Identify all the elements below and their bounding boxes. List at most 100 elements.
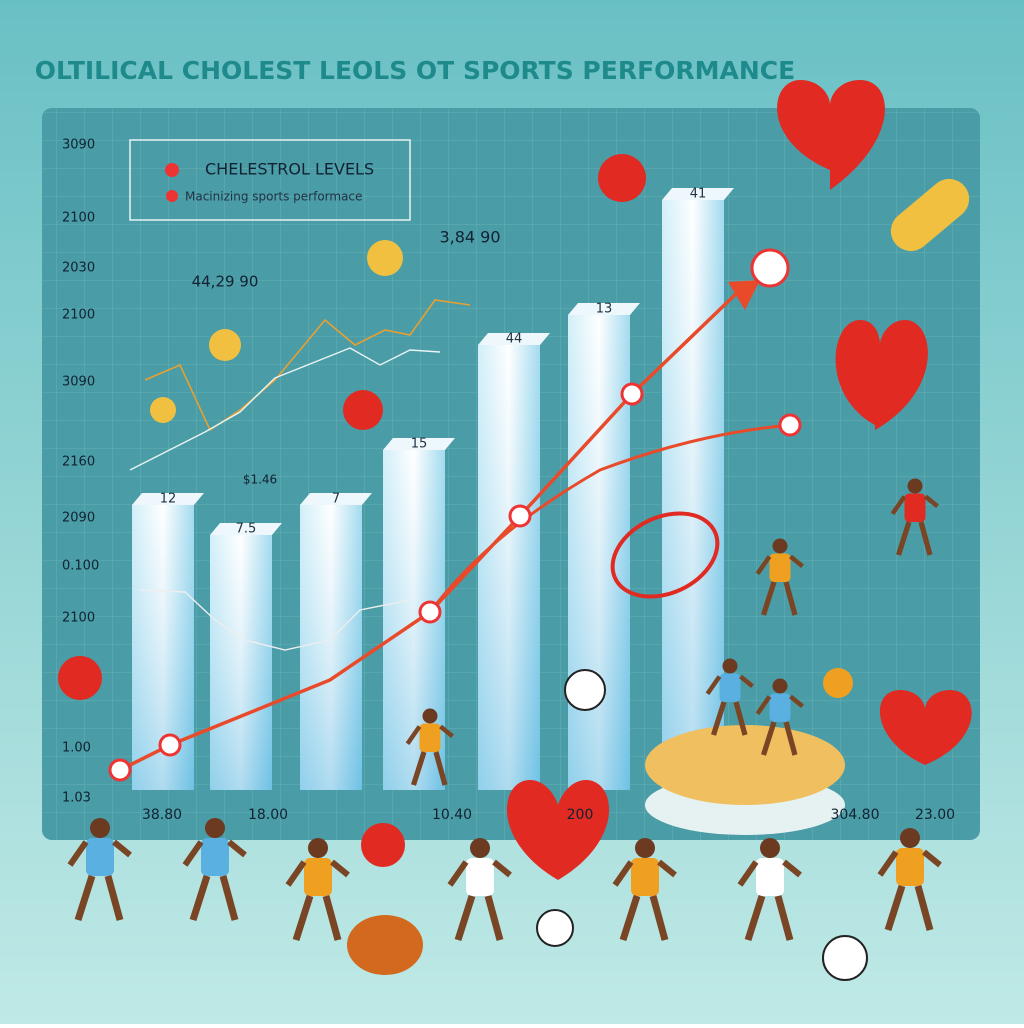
athlete-legs [895,521,933,556]
icon [209,329,241,361]
ball [823,668,853,698]
y-axis-label: 2160 [62,455,95,470]
y-axis-label: 0.100 [62,559,99,574]
athlete-head [772,678,788,694]
title: OLTILICAL CHOLEST LEOLS OT SPORTS PERFOR… [35,56,795,85]
bar-label: 12 [160,492,177,507]
athlete-arms [447,859,512,887]
athlete-arms [405,724,454,746]
athlete-legs [760,581,798,616]
y-axis-label: 3090 [62,138,95,153]
annotation: $1.46 [243,473,277,487]
y-axis-label: 2090 [62,511,95,526]
athlete-head [470,838,490,858]
athlete-body [419,723,441,752]
athlete-head [900,828,920,848]
athlete-legs [760,721,798,756]
bar-label: 41 [690,187,707,202]
orange-line [144,299,471,432]
bar-top [210,523,282,535]
soccer-ball [822,935,868,981]
athlete-body [769,693,791,722]
annotation: 3,84 90 [439,228,500,247]
athlete-head [722,658,738,674]
racket [610,511,720,599]
y-axis-label: 3090 [62,375,95,390]
ball [361,823,405,867]
y-axis-label: 2100 [62,611,95,626]
athlete-body [769,553,791,582]
heart [777,80,885,190]
lines [108,248,802,782]
athlete-arms [890,494,939,516]
heart [506,780,610,880]
bar-top [300,493,372,505]
heart [879,690,972,765]
athlete-body [466,858,494,896]
athlete-head [772,538,788,554]
athlete-legs [744,894,794,942]
x-axis-label: 23.00 [915,807,955,823]
bar-label: 44 [506,332,523,347]
bar-label: 15 [411,437,428,452]
athlete-head [422,708,438,724]
legend-label: Macinizing sports performace [185,190,362,204]
athlete-arms [705,674,754,696]
bar-shade [568,315,630,790]
ball [58,656,102,700]
soccer-ball [564,669,606,711]
athlete-arms [612,859,677,887]
bar-top [132,493,204,505]
bar-top [568,303,640,315]
x-axis-label: 304.80 [831,807,880,823]
bar-label: 7.5 [236,522,257,537]
bar-label: 7 [332,492,340,507]
y-axis-label: 1.00 [62,741,91,756]
athlete-arms [755,554,804,576]
ball [598,154,646,202]
point [778,413,802,437]
bar-top [478,333,550,345]
athlete-legs [619,894,669,942]
legend-label: CHELESTROL LEVELS [205,160,374,179]
bar-label: 13 [596,302,613,317]
athlete-head [907,478,923,494]
soccer-ball [536,909,574,947]
point [750,248,790,288]
legend-box [129,139,411,221]
athlete-body [86,838,114,876]
bar-top [383,438,455,450]
ball [343,390,383,430]
bar-shade [210,535,272,790]
x-axis-label: 10.40 [432,807,472,823]
athlete-body [756,858,784,896]
point [620,382,644,406]
athlete-body [896,848,924,886]
athlete-arms [67,839,132,867]
athlete-head [760,838,780,858]
x-axis-label: 38.80 [142,807,182,823]
bar-shade [662,200,724,790]
athlete-arms [182,839,247,867]
y-axis-label: 1.03 [62,791,91,806]
annotation: 44,29 90 [192,273,259,291]
pill [890,178,970,252]
athlete-head [308,838,328,858]
icon [367,240,403,276]
y-axis-label: 2100 [62,308,95,323]
athlete-arms [755,694,804,716]
rugby-ball [347,915,423,975]
platform [645,725,845,805]
bar-shade [478,345,540,790]
point [158,733,182,757]
red-line [428,423,791,613]
y-axis-label: 2030 [62,261,95,276]
athletes [67,478,942,942]
athlete-body [904,493,926,522]
y-axis-label: 2100 [62,211,95,226]
labels: 3090 2100 2030 2100 3090 2160 2090 0.100 2100 1.0… [62,138,955,824]
athlete-arms [285,859,350,887]
athlete-body [631,858,659,896]
legend-marker [165,163,179,177]
